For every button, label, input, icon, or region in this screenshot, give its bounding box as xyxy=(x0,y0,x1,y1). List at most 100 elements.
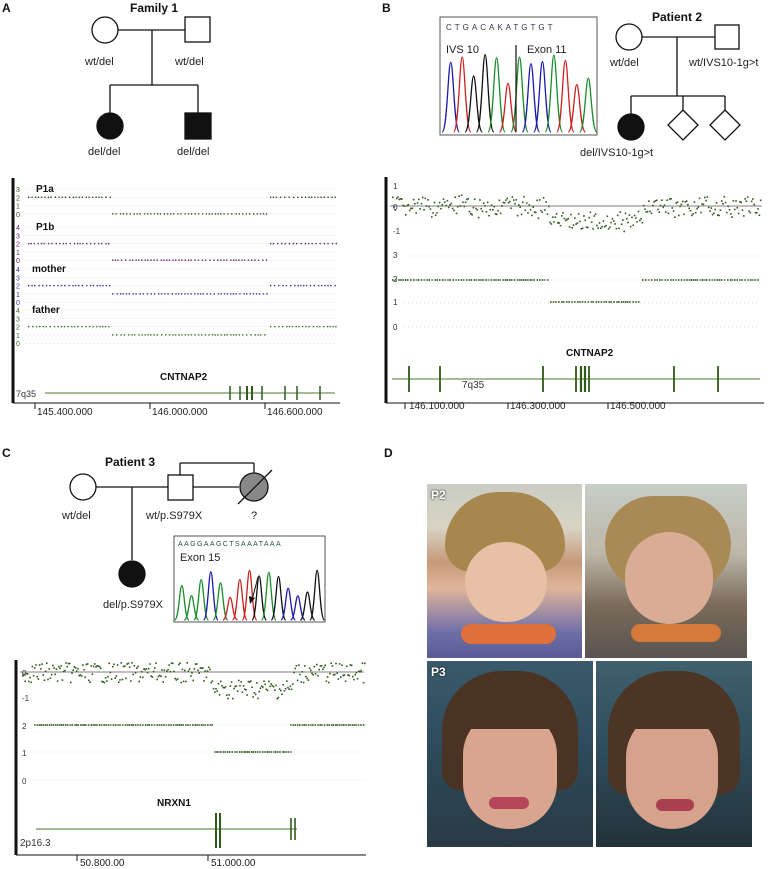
panel-c-probe xyxy=(34,667,36,669)
panel-a-probe xyxy=(323,196,325,198)
panel-b-segment-probe xyxy=(533,279,535,281)
panel-c-probe xyxy=(338,663,341,665)
photo-p2-label: P2 xyxy=(431,488,446,502)
panel-b-segment-probe xyxy=(688,279,691,281)
panel-b-probe xyxy=(502,201,505,204)
chromatogram-peak xyxy=(579,77,598,133)
panel-a-track-tick: 0 xyxy=(16,212,20,219)
panel-c-probe xyxy=(348,674,350,677)
panel-a-probe xyxy=(40,242,43,245)
panel-c-probe xyxy=(187,670,190,672)
panel-c-segment-probe xyxy=(98,724,101,726)
panel-a-track-tick: 4 xyxy=(16,225,20,232)
panel-b-probe xyxy=(710,207,713,209)
panel-c-probe xyxy=(163,669,166,672)
panel-c-probe xyxy=(358,670,360,672)
panel-b-segment-probe xyxy=(677,279,680,281)
panel-a-probe xyxy=(150,334,152,336)
panel-b-probe xyxy=(488,214,490,217)
panel-c-probe xyxy=(275,684,277,687)
panel-a-probe xyxy=(178,334,180,336)
panel-b-probe xyxy=(597,227,599,229)
panel-c-segment-probe xyxy=(326,724,329,726)
panel-c-probe xyxy=(269,685,271,688)
panel-a-probe xyxy=(232,293,234,295)
panel-c-segment-probe xyxy=(95,724,98,726)
panel-b-probe xyxy=(403,205,406,207)
panel-b-probe xyxy=(627,221,629,224)
panel-c-probe xyxy=(104,676,107,679)
panel-a-probe xyxy=(142,293,144,295)
panel-a-probe xyxy=(177,293,180,295)
panel-a-probe xyxy=(252,293,255,295)
panel-a-probe xyxy=(86,284,88,287)
panel-a-probe xyxy=(35,196,37,198)
panel-a-probe xyxy=(89,284,92,287)
panel-a-probe xyxy=(124,259,127,261)
panel-c-segment-probe xyxy=(270,751,272,753)
panel-b-probe xyxy=(572,224,575,226)
panel-b-segment-probe xyxy=(516,279,519,281)
panel-a-probe xyxy=(305,325,307,328)
panel-b-segment-probe xyxy=(696,279,699,281)
panel-c-probe xyxy=(306,677,308,680)
pedigree-patient-3 xyxy=(69,462,273,588)
panel-b-probe xyxy=(731,216,733,218)
panel-a-probe xyxy=(138,334,140,336)
panel-c-probe xyxy=(38,664,41,666)
panel-a-probe xyxy=(60,325,63,328)
panel-b-probe xyxy=(727,205,729,208)
panel-c-probe xyxy=(278,688,281,690)
panel-c-probe xyxy=(151,676,154,678)
panel-c-probe xyxy=(88,679,90,682)
panel-a-probe xyxy=(282,284,284,287)
panel-b-probe xyxy=(633,214,636,217)
panel-b-segment-probe xyxy=(485,279,487,281)
panel-a-probe xyxy=(223,293,226,295)
panel-a-probe xyxy=(238,259,240,261)
panel-c-probe xyxy=(251,686,253,689)
panel-b-probe xyxy=(445,204,447,207)
panel-b-cn-tick-3: 3 xyxy=(393,251,398,260)
panel-b-probe xyxy=(457,205,459,208)
panel-b-segment-probe xyxy=(754,279,756,281)
panel-b-probe xyxy=(414,202,416,205)
panel-b-segment-probe xyxy=(462,279,465,281)
panel-a-probe xyxy=(291,325,294,328)
panel-b-segment-probe xyxy=(692,279,695,281)
panel-c-segment-probe xyxy=(40,724,43,726)
panel-a-probe xyxy=(327,284,329,287)
panel-a-probe xyxy=(100,196,103,198)
panel-a-probe xyxy=(286,325,288,328)
panel-a-probe xyxy=(65,242,67,245)
panel-b-probe xyxy=(558,222,560,224)
panel-c-segment-probe xyxy=(240,751,243,753)
panel-c-probe xyxy=(318,668,320,671)
panel-a-probe xyxy=(164,293,166,295)
panel-c-probe xyxy=(128,666,131,669)
panel-b-probe xyxy=(672,210,675,212)
panel-b-probe xyxy=(440,207,442,210)
panel-b-probe xyxy=(446,199,449,202)
panel-a-probe xyxy=(262,259,264,261)
panel-b-probe xyxy=(733,208,736,211)
panel-c-probe xyxy=(326,676,329,678)
panel-b-probe xyxy=(758,214,761,217)
panel-b-probe xyxy=(584,219,586,222)
panel-b-probe xyxy=(459,205,462,207)
panel-c-probe xyxy=(229,685,232,687)
panel-b-segment-probe xyxy=(632,301,634,303)
panel-a-probe xyxy=(167,213,169,215)
panel-b-probe xyxy=(506,197,508,200)
panel-b-probe xyxy=(674,216,676,219)
panel-a-probe xyxy=(300,284,302,287)
panel-a-probe xyxy=(304,242,307,245)
panel-c-other-label: ? xyxy=(251,510,257,522)
panel-c-probe xyxy=(139,676,142,678)
panel-a-probe xyxy=(122,213,125,215)
panel-c-probe xyxy=(268,680,270,683)
panel-b-segment-probe xyxy=(650,279,653,281)
panel-b-probe xyxy=(622,219,624,221)
panel-b-letter: B xyxy=(382,1,391,15)
panel-c-segment-probe xyxy=(323,724,326,726)
